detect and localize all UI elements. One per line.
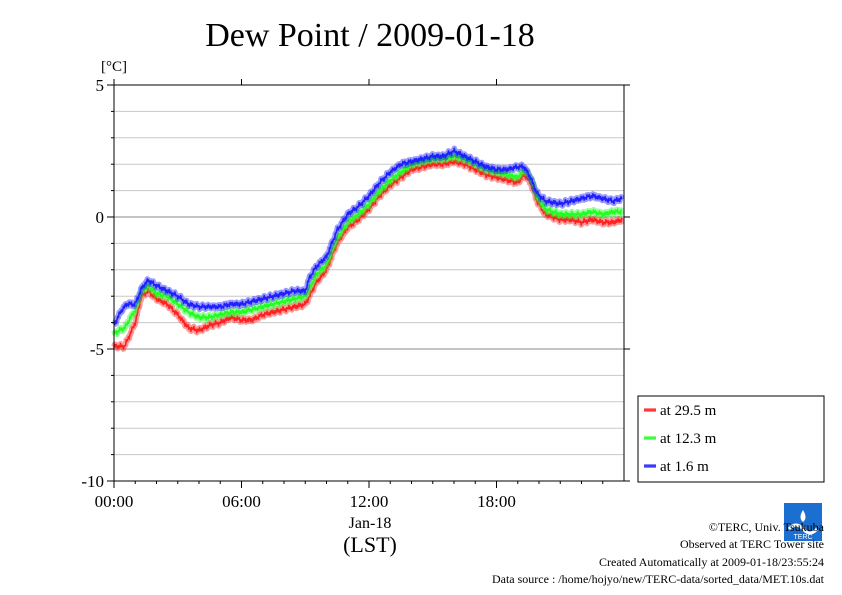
legend: at 29.5 m at 12.3 m at 1.6 m	[637, 395, 825, 483]
x-axis-date-label: Jan-18	[349, 515, 392, 532]
x-axis-unit-label: (LST)	[343, 532, 397, 557]
legend-label: at 12.3 m	[660, 431, 717, 447]
series-line	[113, 159, 623, 350]
chart-title: Dew Point / 2009-01-18	[205, 17, 535, 54]
logo-droplet	[800, 510, 806, 522]
series-line-halo	[111, 157, 625, 352]
y-tick-label: 0	[96, 208, 105, 227]
y-tick-label: -10	[81, 472, 104, 491]
logo-wave	[787, 523, 819, 535]
legend-box	[637, 395, 825, 483]
y-tick-label: -5	[90, 340, 104, 359]
footer-copyright: ©TERC, Univ. Tsukuba	[708, 520, 824, 534]
y-tick-label: 5	[96, 76, 105, 95]
footer-source: Data source : /home/hojyo/new/TERC-data/…	[491, 572, 824, 586]
footer-observed: Observed at TERC Tower site	[679, 537, 824, 551]
series-line	[113, 147, 623, 326]
series-layer	[111, 145, 625, 352]
x-tick-label: 06:00	[222, 492, 261, 511]
y-axis-label: [°C]	[101, 59, 127, 75]
grid-lines	[114, 84, 624, 482]
terc-logo: TERC	[784, 503, 822, 541]
series-line	[113, 153, 623, 336]
footer-created: Created Automatically at 2009-01-18/23:5…	[599, 555, 824, 569]
legend-label: at 29.5 m	[660, 403, 717, 419]
logo-text: TERC	[793, 534, 812, 541]
x-tick-label: 12:00	[350, 492, 389, 511]
series-line-halo	[111, 145, 625, 328]
plot-frame	[113, 84, 625, 482]
legend-label: at 1.6 m	[660, 459, 709, 475]
x-tick-label: 18:00	[477, 492, 516, 511]
x-tick-label: 00:00	[95, 492, 134, 511]
